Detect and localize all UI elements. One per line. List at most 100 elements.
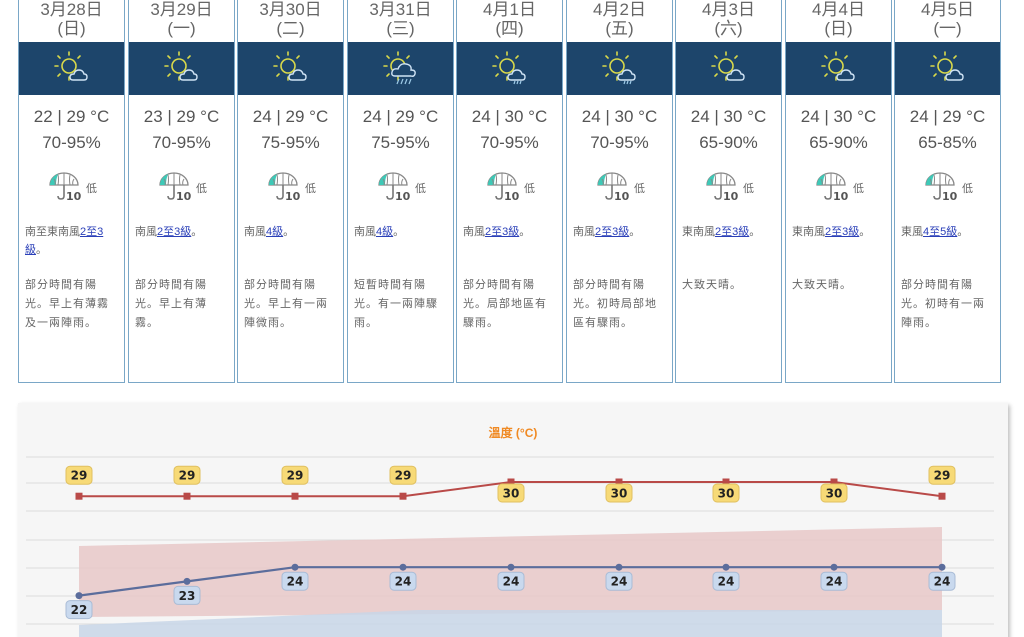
wind-direction: 南風: [463, 226, 485, 238]
svg-text:29: 29: [179, 469, 196, 483]
svg-text:24: 24: [826, 575, 843, 589]
humidity-range: 65-90%: [699, 133, 758, 152]
svg-text:24: 24: [611, 575, 628, 589]
wind-force-link[interactable]: 2至3級: [157, 226, 192, 238]
svg-text:24: 24: [934, 575, 951, 589]
wind-direction: 南風: [244, 226, 266, 238]
humidity-range: 70-95%: [590, 133, 649, 152]
wind-text: 南風2至3級。: [129, 209, 234, 269]
wind-text: 南至東南風2至3級。: [19, 209, 124, 269]
weather-icon-box: [676, 42, 781, 95]
forecast-day-card-5: 4月2日 (五) 24 | 30 °C 70-95% 10 低 南風2至3級。: [566, 0, 673, 383]
wind-text: 東風4至5級。: [895, 209, 1000, 269]
psr: 10 低: [238, 165, 343, 209]
wind-punct: 。: [393, 226, 405, 238]
humidity-range: 70-95%: [480, 133, 539, 152]
date-label: 3月31日: [369, 0, 432, 19]
wind-punct: 。: [36, 244, 47, 256]
psr-level: 低: [196, 183, 207, 195]
forecast-day-card-4: 4月1日 (四) 24 | 30 °C 70-95% 10 低 南風2至3級。: [456, 0, 563, 383]
temperature-range: 24 | 30 °C: [471, 107, 548, 126]
psr-level: 低: [86, 183, 97, 195]
weekday-label: (三): [386, 19, 415, 38]
wind-direction: 東風: [901, 226, 923, 238]
svg-text:10: 10: [66, 190, 82, 201]
psr-level: 低: [743, 183, 754, 195]
svg-text:10: 10: [504, 190, 520, 201]
wind-force-link[interactable]: 2至3級: [825, 226, 860, 238]
date-label: 4月4日: [812, 0, 865, 19]
weekday-label: (二): [276, 19, 305, 38]
psr: 10 低: [676, 165, 781, 209]
svg-text:30: 30: [611, 487, 628, 501]
svg-text:24: 24: [287, 575, 304, 589]
psr: 10 低: [457, 165, 562, 209]
day-date: 4月4日 (日): [786, 0, 891, 42]
forecast-day-card-8: 4月5日 (一) 24 | 29 °C 65-85% 10 低 東風4至5級。: [894, 0, 1001, 383]
psr: 10 低: [895, 165, 1000, 209]
chart-plot: 29 22 29 23 29 24 29 24 30 24 30 24 30 24 30 24 29 24: [26, 456, 994, 637]
temperature-range: 24 | 29 °C: [362, 107, 439, 126]
sunny-periods-icon: [709, 49, 749, 89]
weather-description: 部分時間有陽光。局部地區有驟雨。: [463, 279, 547, 329]
psr-level: 低: [305, 183, 316, 195]
humidity-range: 65-90%: [809, 133, 868, 152]
weather-description: 部分時間有陽光。早上有薄霧及一兩陣雨。: [25, 279, 109, 329]
forecast-day-card-7: 4月4日 (日) 24 | 30 °C 65-90% 10 低 東南風2至3級。: [785, 0, 892, 383]
weekday-label: (五): [605, 19, 634, 38]
svg-text:29: 29: [71, 469, 88, 483]
day-date: 4月3日 (六): [676, 0, 781, 42]
sunny-periods-icon: [271, 49, 311, 89]
weekday-label: (六): [714, 19, 743, 38]
wind-direction: 南風: [573, 226, 595, 238]
weather-description: 短暫時間有陽光。有一兩陣驟雨。: [354, 279, 438, 329]
sunny-periods-icon: [162, 49, 202, 89]
sunny-periods-icon: [928, 49, 968, 89]
weekday-label: (一): [933, 19, 962, 38]
wind-force-link[interactable]: 2至3級: [715, 226, 750, 238]
weekday-label: (日): [57, 19, 86, 38]
svg-text:22: 22: [71, 603, 88, 617]
temperature-range: 24 | 30 °C: [800, 107, 877, 126]
wind-punct: 。: [859, 226, 871, 238]
svg-text:10: 10: [723, 190, 739, 201]
svg-text:23: 23: [179, 589, 196, 603]
psr: 10 低: [348, 165, 453, 209]
svg-text:24: 24: [718, 575, 735, 589]
psr-level: 低: [853, 183, 864, 195]
day-date: 4月1日 (四): [457, 0, 562, 42]
wind-force-link[interactable]: 4級: [376, 226, 394, 238]
sunny-periods-showers-icon: [490, 49, 530, 89]
forecast-cards: 3月28日 (日) 22 | 29 °C 70-95% 10 低 南至東南風2至…: [18, 0, 1008, 383]
temperature-range: 22 | 29 °C: [33, 107, 110, 126]
day-date: 3月28日 (日): [19, 0, 124, 42]
wind-force-link[interactable]: 2至3級: [595, 226, 630, 238]
wind-direction: 南風: [354, 226, 376, 238]
date-label: 4月2日: [593, 0, 646, 19]
date-label: 3月30日: [259, 0, 322, 19]
forecast-day-card-0: 3月28日 (日) 22 | 29 °C 70-95% 10 低 南至東南風2至…: [18, 0, 125, 383]
svg-text:24: 24: [503, 575, 520, 589]
wind-force-link[interactable]: 4級: [266, 226, 284, 238]
wind-punct: 。: [749, 226, 761, 238]
svg-text:10: 10: [942, 190, 958, 201]
date-label: 4月3日: [702, 0, 755, 19]
wind-force-link[interactable]: 4至5級: [923, 226, 958, 238]
weather-icon-box: [895, 42, 1000, 95]
svg-text:10: 10: [614, 190, 630, 201]
wind-force-link[interactable]: 2至3級: [25, 226, 104, 256]
weather-description: 部分時間有陽光。早上有薄霧。: [135, 279, 207, 329]
forecast-day-card-6: 4月3日 (六) 24 | 30 °C 65-90% 10 低 東南風2至3級。: [675, 0, 782, 383]
wind-punct: 。: [519, 226, 531, 238]
weather-icon-box: [457, 42, 562, 95]
humidity-range: 70-95%: [152, 133, 211, 152]
wind-force-link[interactable]: 2至3級: [485, 226, 520, 238]
psr-level: 低: [415, 183, 426, 195]
forecast-day-card-2: 3月30日 (二) 24 | 29 °C 75-95% 10 低 南風4級。: [237, 0, 344, 383]
weather-description: 部分時間有陽光。早上有一兩陣微雨。: [244, 279, 328, 329]
wind-text: 南風2至3級。: [457, 209, 562, 269]
weekday-label: (四): [495, 19, 524, 38]
humidity-range: 75-95%: [371, 133, 430, 152]
weather-icon-box: [129, 42, 234, 95]
temperature-chart: 溫度 (°C) 29 22 29 23 29 24 29 24 30 24 30 24 30 24 30 24…: [18, 403, 1008, 637]
